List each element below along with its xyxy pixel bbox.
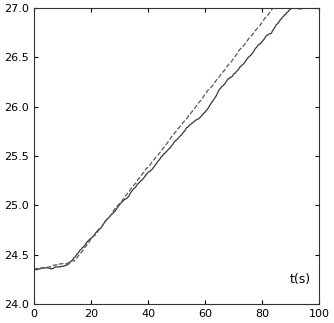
Text: t(s): t(s) <box>290 273 311 286</box>
